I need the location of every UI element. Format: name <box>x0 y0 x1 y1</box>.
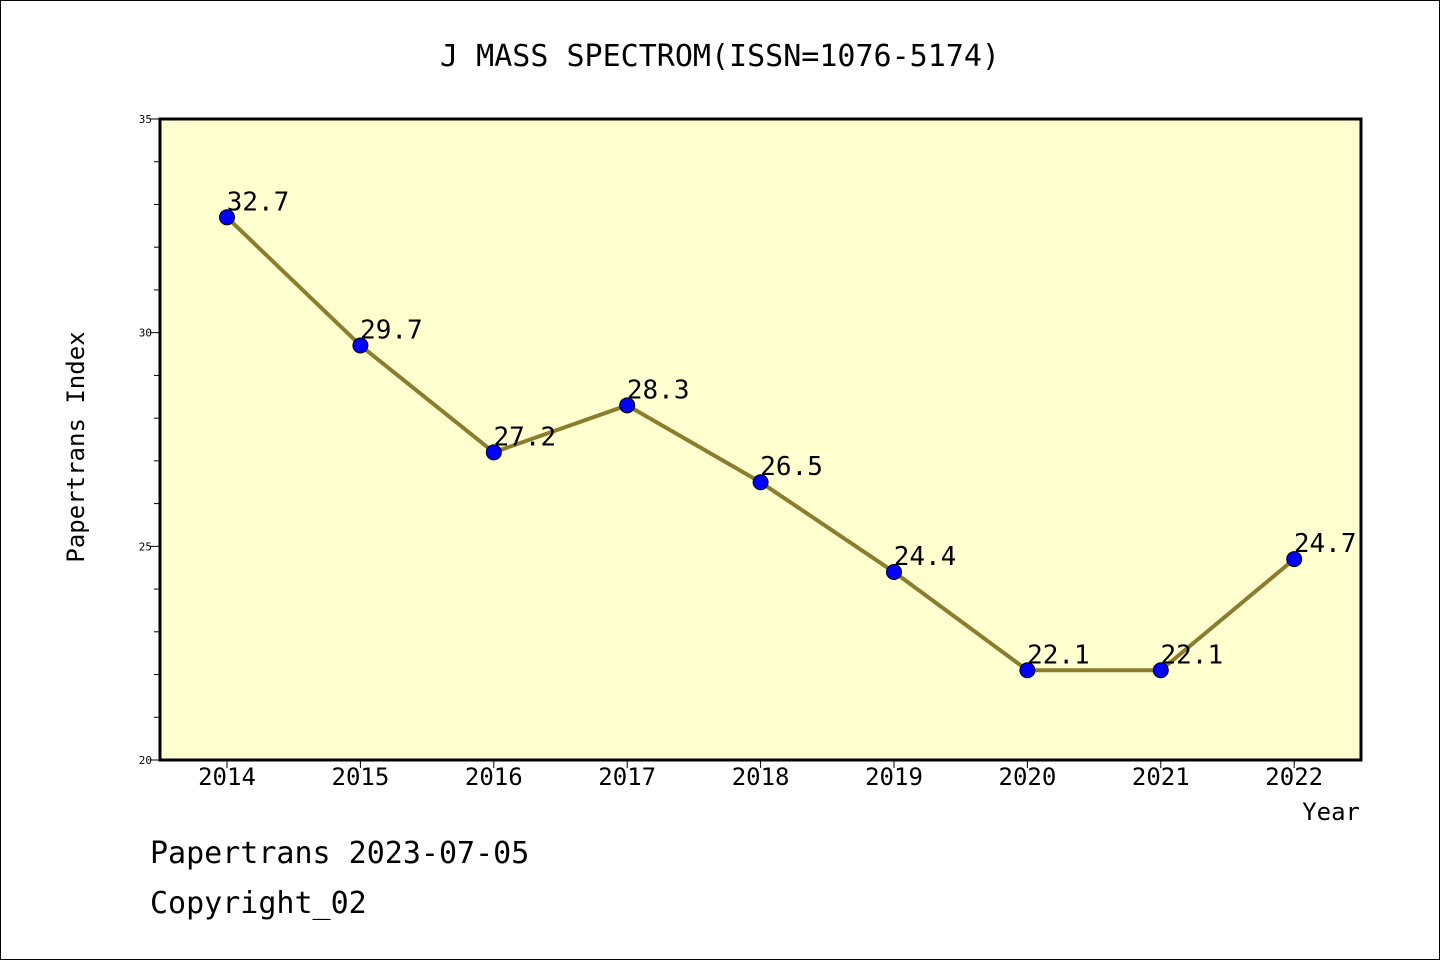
data-point <box>752 474 769 491</box>
y-tick-label: 30 <box>139 327 152 340</box>
x-tick-label: 2016 <box>465 763 523 791</box>
x-tick-label: 2021 <box>1132 763 1190 791</box>
footer-date: Papertrans 2023-07-05 <box>150 836 530 871</box>
x-tick-label: 2018 <box>732 763 790 791</box>
data-label: 32.7 <box>227 187 290 217</box>
x-tick-label: 2015 <box>332 763 390 791</box>
x-tick-label: 2022 <box>1265 763 1323 791</box>
data-label: 24.4 <box>894 542 957 572</box>
data-point <box>1286 551 1303 568</box>
x-axis-label: Year <box>1302 798 1360 826</box>
data-label: 22.1 <box>1160 640 1223 670</box>
data-label: 22.1 <box>1027 640 1090 670</box>
data-point <box>485 444 502 461</box>
footer-copyright: Copyright_02 <box>150 886 367 921</box>
x-axis: 2014 2015 2016 2017 2018 2019 2020 2021 2022 <box>198 760 1323 791</box>
plot-area <box>158 117 1363 762</box>
x-tick-label: 2019 <box>865 763 923 791</box>
data-label: 24.7 <box>1294 529 1357 559</box>
x-tick-label: 2014 <box>198 763 256 791</box>
x-tick-label: 2020 <box>999 763 1057 791</box>
series-layer: 32.7 29.7 27.2 28.3 26.5 24.4 22.1 22.1 24.7 <box>219 187 1357 679</box>
data-point <box>619 397 636 414</box>
y-axis: 20 25 30 35 <box>139 113 160 767</box>
data-point <box>352 337 369 354</box>
x-tick-label: 2017 <box>598 763 656 791</box>
y-tick-label: 25 <box>139 540 152 553</box>
y-axis-label: Papertrans Index <box>62 331 90 562</box>
y-tick-label: 35 <box>139 113 152 126</box>
data-point <box>1019 662 1036 679</box>
data-label: 27.2 <box>493 422 556 452</box>
data-label: 26.5 <box>760 452 823 482</box>
chart-title: J MASS SPECTROM(ISSN=1076-5174) <box>440 39 1000 74</box>
data-label: 29.7 <box>360 315 423 345</box>
data-label: 28.3 <box>627 375 690 405</box>
y-tick-label: 20 <box>139 754 152 767</box>
data-point <box>219 209 235 226</box>
data-point <box>1152 662 1169 679</box>
data-point <box>886 563 902 580</box>
